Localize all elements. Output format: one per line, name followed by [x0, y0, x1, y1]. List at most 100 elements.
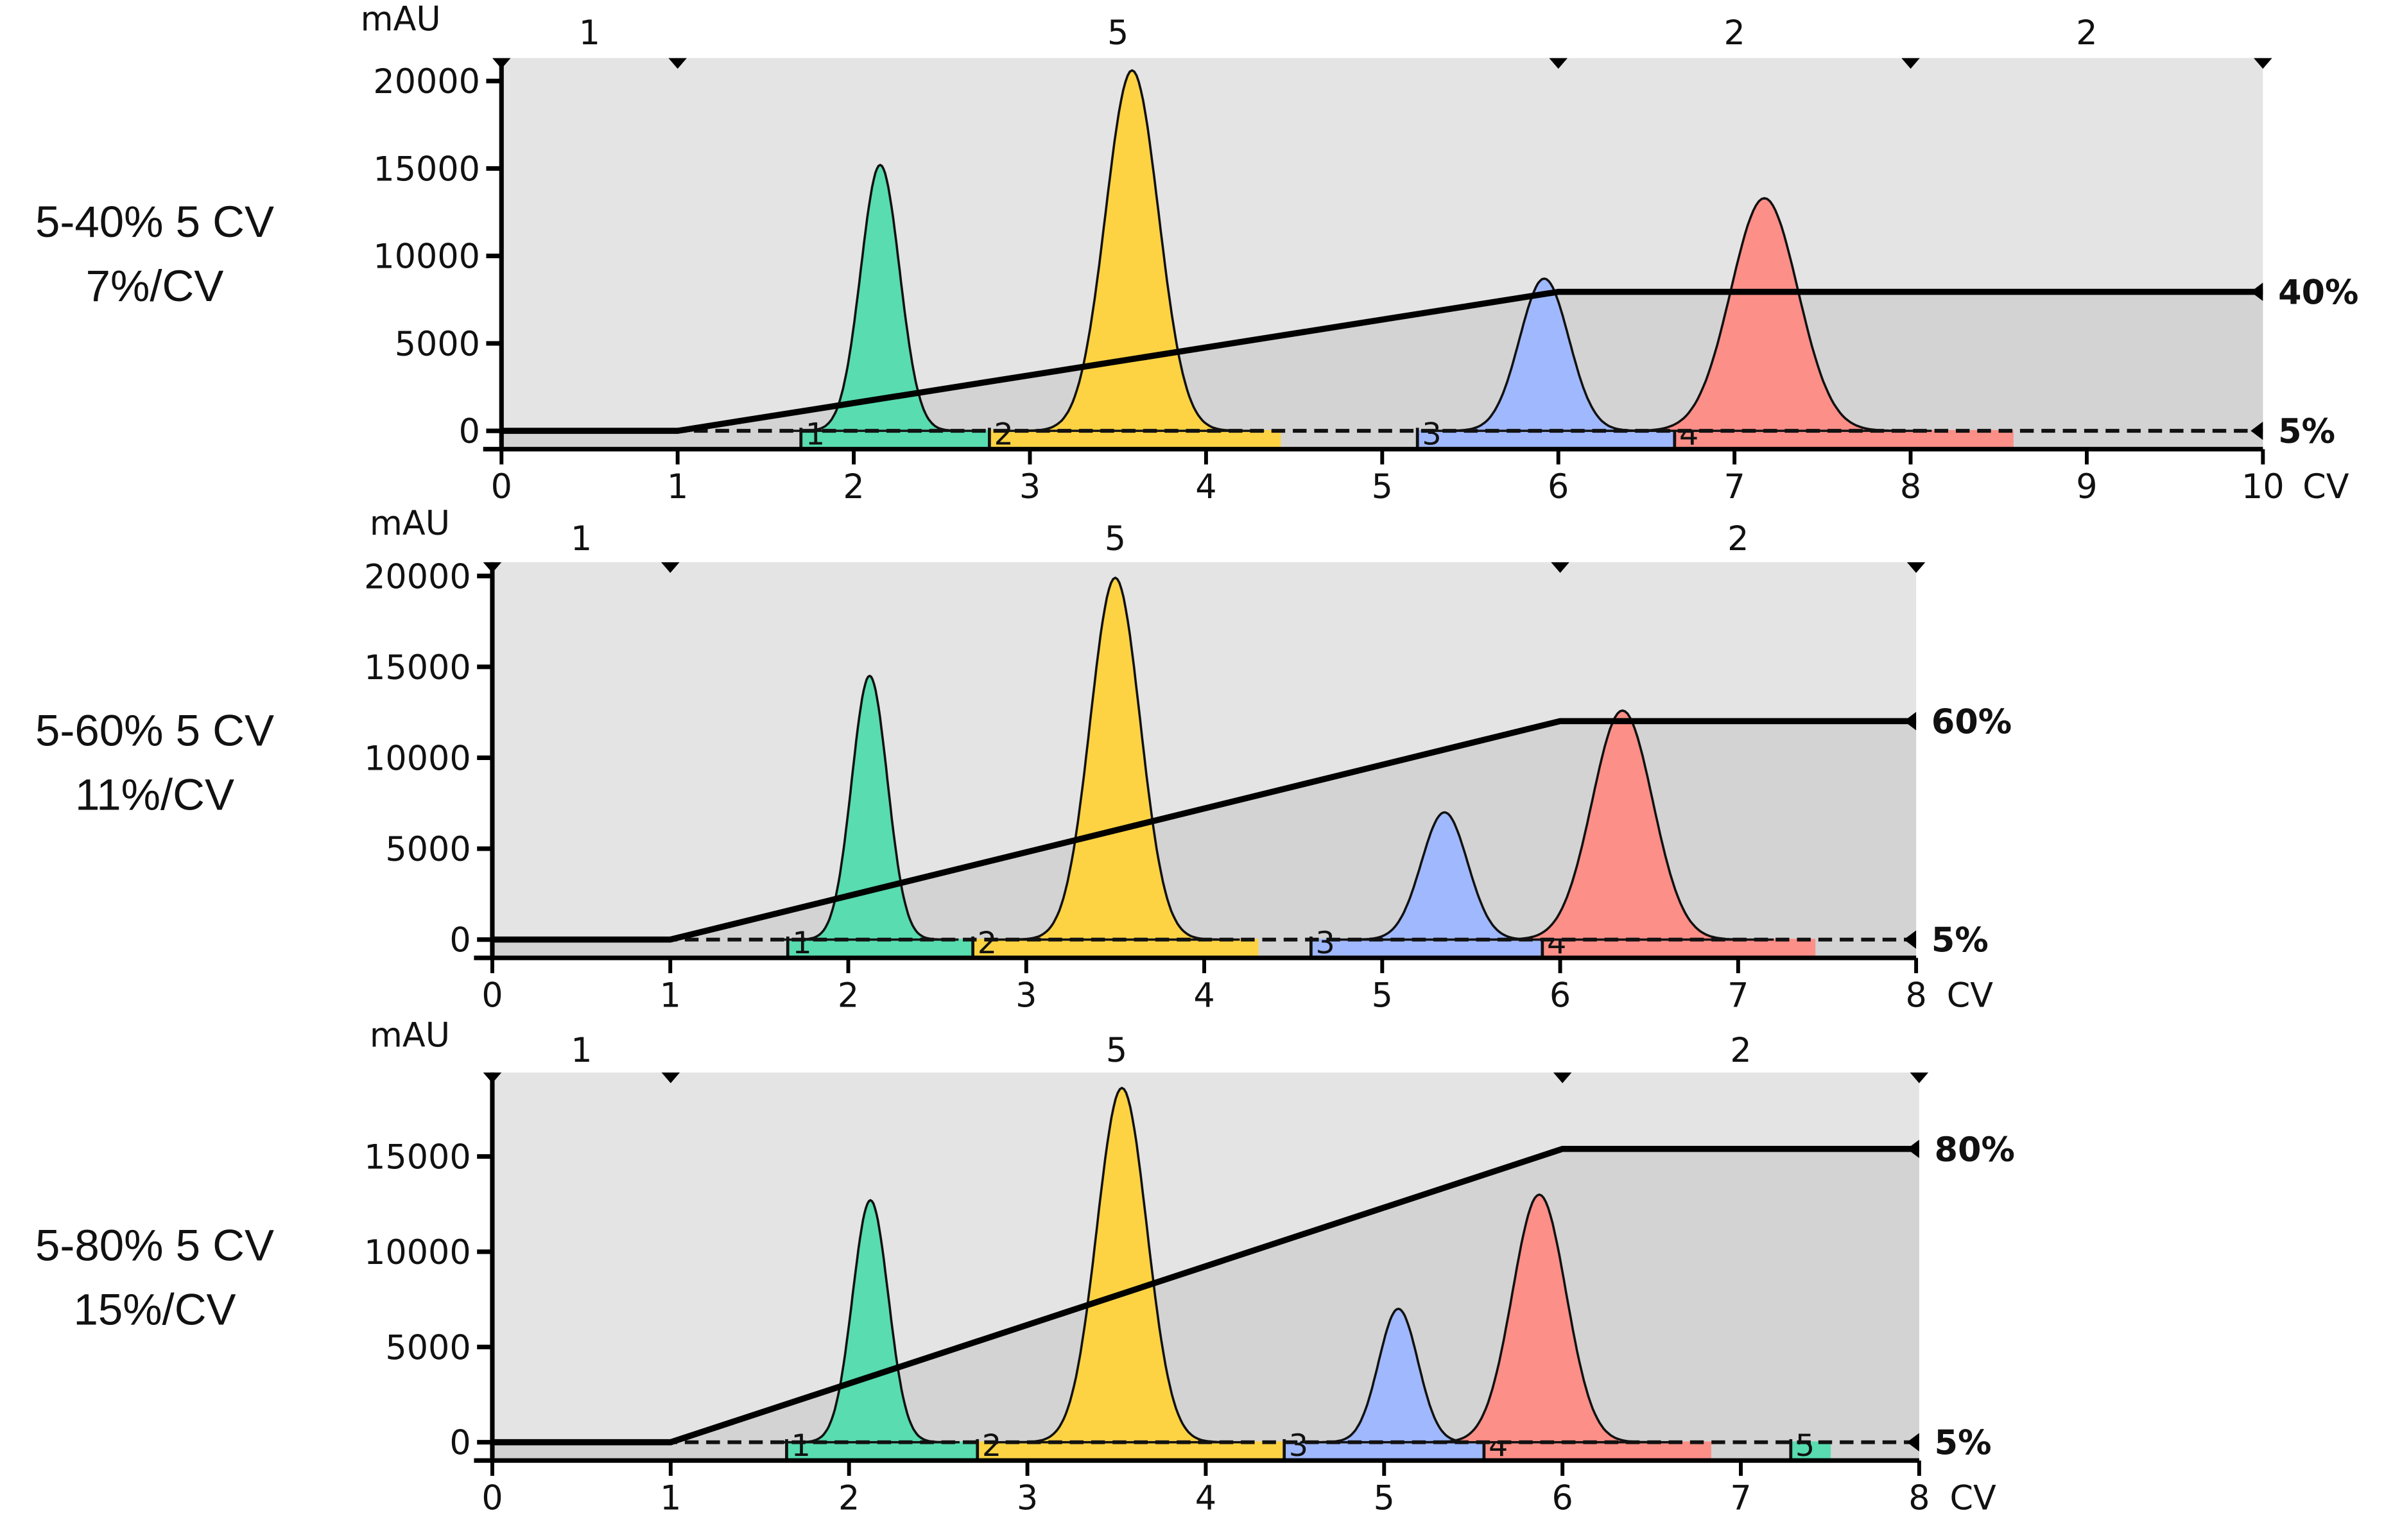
gradient-end-marker — [2250, 282, 2263, 301]
x-tick-label: 5 — [1374, 1478, 1395, 1518]
block-marker — [1553, 1072, 1572, 1084]
x-tick-label: 7 — [1723, 467, 1745, 506]
fraction-2 — [976, 1441, 1285, 1462]
x-tick-label: 2 — [843, 467, 864, 506]
x-tick-label: 8 — [1905, 976, 1926, 1015]
fraction-4 — [1541, 939, 1816, 959]
x-tick-label: 4 — [1195, 467, 1216, 506]
gradient-start-marker — [1904, 930, 1917, 949]
gradient-end-label: 60% — [1931, 702, 2012, 741]
x-tick-label: 5 — [1372, 976, 1393, 1015]
x-tick-label: 3 — [1015, 976, 1037, 1015]
block-marker — [1551, 562, 1569, 573]
y-tick-label: 20000 — [373, 62, 480, 101]
x-tick-label: 0 — [481, 1478, 503, 1518]
y-axis-label: mAU — [370, 1016, 450, 1055]
x-tick-label: 8 — [1900, 467, 1921, 506]
y-tick-label: 10000 — [364, 1233, 471, 1272]
gradient-start-marker — [1906, 1433, 1919, 1451]
block-label: 1 — [579, 13, 600, 53]
gradient-end-marker — [1906, 1139, 1919, 1159]
block-marker — [492, 58, 511, 69]
gradient-start-label: 5% — [1935, 1424, 1992, 1463]
y-tick-label: 0 — [449, 921, 471, 960]
y-tick-label: 15000 — [373, 150, 480, 189]
block-marker — [668, 58, 687, 69]
y-tick-label: 20000 — [364, 557, 471, 596]
method-label: 5-60% 5 CV — [35, 705, 274, 755]
y-tick-label: 5000 — [395, 325, 480, 364]
block-marker — [1910, 1072, 1929, 1084]
block-label: 5 — [1106, 1031, 1127, 1070]
x-tick-label: 7 — [1727, 976, 1749, 1015]
fraction-3 — [1283, 1441, 1485, 1462]
block-marker — [661, 562, 680, 573]
y-tick-label: 15000 — [364, 648, 471, 688]
gradient-start-label: 5% — [1931, 921, 1989, 960]
y-tick-label: 5000 — [385, 830, 471, 869]
x-tick-label: 9 — [2076, 467, 2097, 506]
fraction-label: 2 — [982, 1428, 1001, 1464]
fraction-label: 3 — [1289, 1428, 1308, 1464]
x-tick-label: 2 — [838, 976, 859, 1015]
method-label: 5-40% 5 CV — [35, 197, 274, 247]
block-label: 2 — [2076, 13, 2097, 53]
fraction-label: 1 — [792, 926, 811, 961]
fraction-1 — [786, 1441, 978, 1462]
block-marker — [661, 1072, 680, 1084]
x-tick-label: 1 — [660, 976, 681, 1015]
block-marker — [1549, 58, 1568, 69]
x-tick-label: 4 — [1195, 1478, 1216, 1518]
y-tick-label: 10000 — [373, 238, 480, 277]
x-tick-label: 10 — [2241, 467, 2285, 506]
block-label: 1 — [571, 1031, 592, 1070]
block-marker — [2254, 58, 2272, 69]
block-marker — [483, 1072, 502, 1084]
fraction-label: 3 — [1316, 926, 1335, 961]
method-label: 5-80% 5 CV — [35, 1220, 274, 1270]
x-tick-label: 6 — [1551, 1478, 1573, 1518]
gradient-line — [492, 1145, 1919, 1446]
block-label: 2 — [1730, 1031, 1751, 1070]
block-label: 2 — [1727, 519, 1749, 558]
y-tick-label: 15000 — [364, 1138, 471, 1177]
gradient-end-label: 40% — [2278, 273, 2358, 313]
gradient-start-label: 5% — [2278, 412, 2335, 451]
block-label: 1 — [571, 519, 592, 558]
y-axis-label: mAU — [361, 0, 441, 39]
slope-label: 11%/CV — [75, 770, 234, 819]
x-tick-label: 8 — [1908, 1478, 1930, 1518]
gradient-end-label: 80% — [1935, 1130, 2015, 1170]
fraction-label: 2 — [994, 417, 1014, 453]
x-tick-label: 3 — [1017, 1478, 1038, 1518]
fraction-label: 3 — [1422, 417, 1441, 453]
y-axis-label: mAU — [370, 504, 450, 543]
y-tick-label: 0 — [449, 1424, 471, 1463]
x-tick-label: 3 — [1019, 467, 1041, 506]
fraction-3 — [1310, 939, 1544, 959]
fraction-1 — [800, 429, 990, 450]
x-tick-label: 1 — [660, 1478, 681, 1518]
block-label: 5 — [1107, 13, 1128, 53]
x-axis-label: CV — [1949, 1478, 1996, 1518]
fraction-1 — [787, 939, 974, 959]
fraction-label: 5 — [1795, 1428, 1815, 1464]
slope-label: 15%/CV — [73, 1285, 236, 1334]
block-marker — [1901, 58, 1920, 69]
fraction-3 — [1416, 429, 1676, 450]
x-axis-label: CV — [1947, 976, 1994, 1015]
gradient-start-marker — [2250, 421, 2263, 440]
slope-label: 7%/CV — [86, 261, 224, 311]
peak-1 — [783, 164, 978, 432]
x-tick-label: 7 — [1730, 1478, 1751, 1518]
gradient-line — [492, 718, 1917, 943]
fraction-label: 1 — [791, 1428, 811, 1464]
y-tick-label: 5000 — [385, 1328, 471, 1367]
gradient-line — [501, 288, 2263, 434]
x-tick-label: 6 — [1550, 976, 1571, 1015]
fraction-2 — [989, 429, 1281, 450]
x-axis-label: CV — [2302, 467, 2349, 506]
y-tick-label: 0 — [459, 412, 480, 451]
